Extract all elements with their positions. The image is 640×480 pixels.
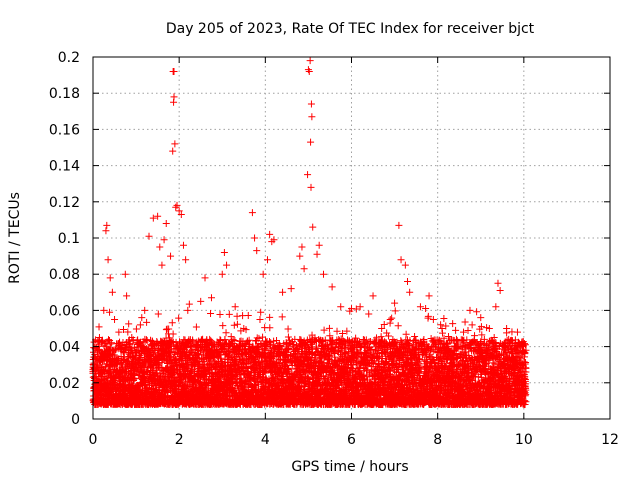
scatter-point-bg — [266, 313, 274, 321]
scatter-point-bg — [154, 310, 162, 318]
scatter-point-bg — [230, 321, 238, 329]
scatter-point-bg — [125, 320, 133, 328]
scatter-point-bg — [320, 326, 328, 334]
scatter-point-bg — [119, 347, 127, 355]
scatter-point-bg — [106, 308, 114, 316]
scatter-point-bg — [124, 328, 132, 336]
scatter-point-bg — [207, 310, 215, 318]
scatter-point-bg — [192, 323, 200, 331]
scatter-point-bg — [111, 379, 119, 387]
scatter-point-bg — [185, 300, 193, 308]
scatter-point-bg — [256, 315, 264, 323]
scatter-point-bg — [244, 311, 252, 319]
scatter-point-bg — [101, 368, 109, 376]
scatter-point-bg — [130, 370, 138, 378]
scatter-point-bg — [126, 341, 134, 349]
scatter-point-bg — [233, 312, 241, 320]
scatter-point-bg — [149, 339, 157, 347]
scatter-point-bg — [94, 347, 102, 355]
scatter-point-bg — [120, 326, 128, 334]
scatter-point-bg — [257, 308, 265, 316]
scatter-point-bg — [266, 324, 274, 332]
scatter-point-bg — [134, 383, 142, 391]
scatter-point-bg — [108, 339, 116, 347]
scatter-point-bg — [168, 319, 176, 327]
scatter-point-bg — [222, 329, 230, 337]
scatter-point-bg — [216, 310, 224, 318]
scatter-point-bg — [219, 322, 227, 330]
scatter-point-bg — [95, 323, 103, 331]
scatter-point-bg — [132, 325, 140, 333]
scatter-point-bg — [325, 324, 333, 332]
scatter-point-bg — [225, 310, 233, 318]
scatter-point-bg — [143, 318, 151, 326]
scatter-point-bg — [151, 345, 159, 353]
scatter-point-bg — [278, 313, 286, 321]
scatter-point-bg — [175, 314, 183, 322]
scatter-point-bg — [131, 375, 139, 383]
dense-scatter-cloud — [89, 300, 530, 409]
scatter-point-bg — [105, 336, 113, 344]
scatter-point-bg — [284, 325, 292, 333]
scatter-point-bg — [142, 336, 150, 344]
scatter-point-bg — [233, 320, 241, 328]
scatter-point-bg — [169, 330, 177, 338]
scatter-point-bg — [138, 314, 146, 322]
